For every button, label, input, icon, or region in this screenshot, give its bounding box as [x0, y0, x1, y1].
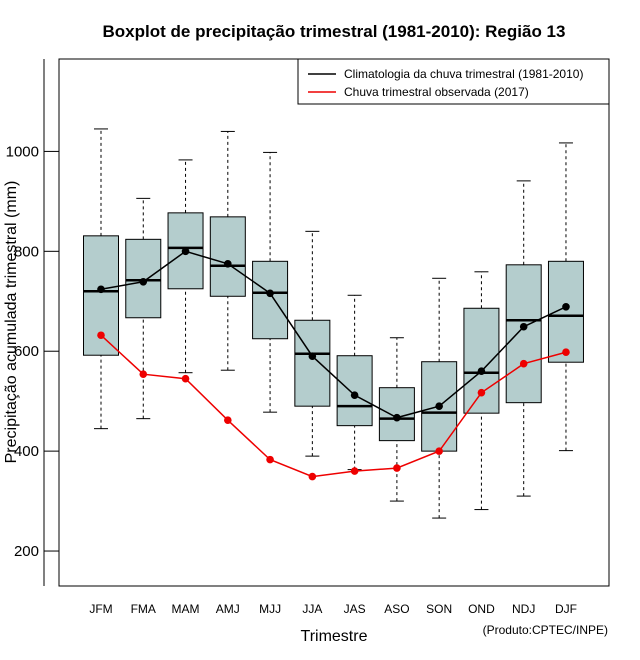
box-iqr: [336, 355, 373, 427]
point-observed-djf: [562, 348, 570, 357]
box-mam: [167, 159, 204, 374]
x-tick-label-ndj: NDJ: [512, 602, 535, 616]
point-climatology-son: [435, 402, 443, 410]
point-observed-jas: [350, 467, 359, 475]
box-son: [421, 277, 458, 519]
box-iqr: [209, 216, 246, 297]
point-observed-mam: [181, 374, 190, 383]
legend-label-climatology: Climatologia da chuva trimestral (1981-2…: [344, 67, 583, 81]
point-observed-ndj: [519, 359, 528, 368]
point-climatology-jas: [350, 391, 359, 399]
box-iqr: [252, 260, 289, 340]
x-tick-label-amj: AMJ: [216, 602, 240, 616]
x-tick-label-djf: DJF: [555, 602, 577, 616]
point-climatology-jja: [308, 352, 317, 361]
box-ndj: [505, 180, 542, 497]
x-axis-label: Trimestre: [301, 628, 368, 645]
y-tick-label-1000: 1000: [6, 143, 39, 160]
point-observed-ond: [477, 388, 486, 397]
box-iqr: [505, 264, 542, 404]
box-amj: [209, 130, 246, 371]
point-observed-mjj: [266, 455, 274, 464]
point-observed-amj: [224, 416, 232, 424]
series-line-observed: [100, 334, 567, 478]
y-tick-label-200: 200: [14, 543, 39, 560]
x-tick-label-aso: ASO: [384, 602, 409, 616]
point-observed-son: [435, 447, 443, 455]
point-observed-jfm: [97, 331, 105, 340]
point-climatology-jfm: [97, 285, 105, 294]
point-climatology-aso: [393, 413, 401, 422]
y-tick-label-400: 400: [14, 443, 39, 460]
x-tick-label-ond: OND: [468, 602, 495, 616]
y-axis-label: Precipitação acumulada trimestral (mm): [3, 181, 20, 464]
box-fma: [125, 197, 162, 420]
credit-text: (Produto:CPTEC/INPE): [483, 623, 608, 637]
x-tick-label-jfm: JFM: [89, 602, 112, 616]
point-climatology-ndj: [519, 322, 528, 331]
boxes-layer: [83, 128, 584, 519]
y-tick-label-800: 800: [14, 243, 39, 260]
x-tick-label-fma: FMA: [131, 602, 156, 616]
series-layer: [97, 247, 570, 481]
y-tick-label-600: 600: [14, 343, 39, 360]
point-climatology-ond: [477, 367, 486, 376]
x-tick-label-son: SON: [426, 602, 452, 616]
point-climatology-djf: [562, 302, 570, 311]
box-jas: [336, 294, 373, 471]
chart-title: Boxplot de precipitação trimestral (1981…: [103, 22, 566, 41]
x-tick-label-jja: JJA: [302, 602, 322, 616]
x-tick-label-mjj: MJJ: [259, 602, 281, 616]
point-climatology-mjj: [266, 289, 274, 298]
point-observed-aso: [393, 464, 401, 472]
point-observed-fma: [139, 370, 148, 379]
x-tick-label-jas: JAS: [344, 602, 366, 616]
box-iqr: [463, 307, 500, 414]
series-line-climatology: [100, 250, 567, 419]
box-mjj: [252, 151, 289, 413]
box-jfm: [83, 128, 119, 430]
point-observed-jja: [308, 472, 317, 481]
box-djf: [547, 142, 584, 452]
legend: Climatologia da chuva trimestral (1981-2…: [297, 58, 610, 105]
box-jja: [294, 230, 331, 457]
axes-layer: 200 400 600 800 1000 JFM FMA MAM AMJ MJJ JJA JAS ASO…: [6, 59, 577, 616]
point-climatology-fma: [139, 277, 148, 286]
box-iqr: [294, 319, 331, 407]
point-climatology-amj: [224, 260, 232, 268]
legend-box: [297, 58, 610, 105]
point-climatology-mam: [181, 247, 190, 256]
legend-label-observed: Chuva trimestral observada (2017): [344, 85, 529, 99]
x-tick-label-mam: MAM: [172, 602, 200, 616]
